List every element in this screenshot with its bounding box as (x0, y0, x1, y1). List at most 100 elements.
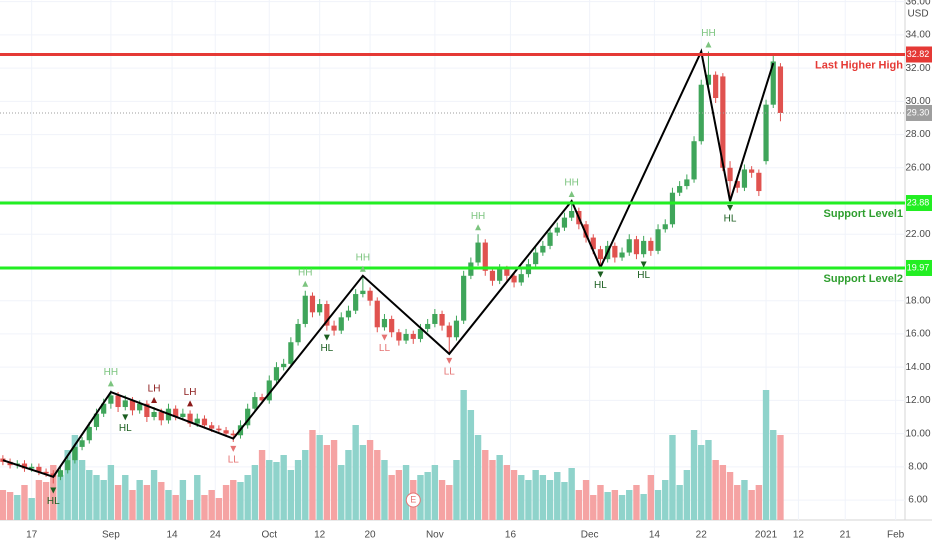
candle-body (144, 403, 150, 417)
candle-body (727, 167, 733, 182)
candle-body (353, 294, 359, 311)
volume-bar (496, 455, 503, 520)
candle-body (273, 367, 280, 381)
volume-bar (359, 445, 367, 520)
candle-body (86, 426, 92, 441)
candle-body (756, 172, 762, 192)
volume-bar (395, 470, 403, 520)
y-tick-label: 6.00 (908, 495, 928, 506)
candle-body (590, 237, 596, 250)
volume-bar (561, 482, 568, 520)
volume-bar (374, 450, 381, 520)
volume-bar (150, 470, 158, 520)
volume-bar (28, 498, 35, 520)
candle-body (482, 242, 488, 271)
level-badge (906, 259, 932, 276)
pivot-label: HH (356, 252, 370, 263)
candle-body (93, 413, 100, 427)
volume-bar (0, 490, 7, 520)
candle-body (540, 245, 546, 253)
volume-bar (194, 475, 201, 520)
pivot-label: HL (594, 280, 607, 291)
event-marker (405, 492, 421, 508)
level-badge (906, 195, 932, 212)
candle-body (561, 217, 568, 228)
pivot-marker (187, 400, 194, 407)
volume-bar (654, 490, 662, 520)
volume-bar (93, 475, 100, 520)
candle-body (583, 224, 589, 238)
candle-body (281, 363, 287, 368)
volume-bar (366, 440, 374, 520)
candle-body (518, 274, 524, 283)
candle-body (713, 74, 719, 99)
currency-label: USD (907, 9, 928, 20)
volume-bar (503, 465, 511, 520)
volume-bar (21, 485, 28, 520)
pivot-marker (568, 191, 575, 198)
candle-body (374, 300, 380, 328)
candle-body (230, 433, 236, 436)
candle-body (655, 229, 661, 251)
candle-body (446, 325, 452, 338)
pivot-label: HH (471, 211, 485, 222)
volume-bar (338, 465, 345, 520)
volume-bar (78, 460, 86, 520)
candle-body (504, 269, 510, 276)
volume-bar (215, 498, 223, 520)
y-tick-label: 34.00 (905, 30, 930, 41)
y-tick-label: 32.00 (905, 63, 930, 74)
volume-bar (381, 460, 388, 520)
y-tick-label: 10.00 (905, 428, 930, 439)
x-tick-label: Oct (261, 530, 277, 541)
level-badge-label: 19.97 (907, 262, 930, 272)
volume-bar (352, 425, 359, 520)
candle-body (619, 252, 625, 258)
y-tick-label: 16.00 (905, 329, 930, 340)
candle-body (180, 413, 186, 417)
y-tick-label: 22.00 (905, 229, 930, 240)
volume-bar (662, 480, 669, 520)
pivot-label: HL (320, 343, 333, 354)
candle-body (720, 76, 726, 168)
pivot-marker (705, 41, 712, 48)
candle-body (489, 270, 496, 281)
candle-body (777, 66, 784, 113)
x-tick-label: 22 (696, 530, 708, 541)
volume-bar (489, 460, 496, 520)
volume-bar (71, 435, 79, 520)
x-tick-label: 21 (840, 530, 852, 541)
volume-bar (114, 485, 122, 520)
volume-bar (770, 430, 777, 520)
candle-body (338, 317, 344, 331)
candle-body (345, 310, 352, 318)
candle-body (698, 84, 704, 142)
y-tick-label: 14.00 (905, 362, 930, 373)
candle-body (641, 240, 647, 255)
pivot-label: HH (104, 367, 118, 378)
volume-bar (453, 460, 460, 520)
pivot-marker (359, 265, 366, 272)
candle-body (381, 318, 388, 328)
volume-bar (597, 485, 604, 520)
volume-bar (402, 465, 410, 520)
candle-body (324, 304, 330, 326)
y-tick-label: 18.00 (905, 295, 930, 306)
level-name: Support Level1 (824, 208, 903, 220)
pivot-label: LL (228, 455, 240, 466)
candle-body (331, 325, 337, 331)
candle-body (367, 290, 373, 301)
candle-body (317, 304, 323, 313)
volume-bar (323, 445, 331, 520)
volume-bar (582, 480, 590, 520)
volume-bar (460, 390, 467, 520)
pivot-marker (640, 261, 647, 268)
volume-bar (518, 475, 525, 520)
volume-bar (107, 465, 115, 520)
volume-bar (388, 475, 395, 520)
candle-body (209, 425, 215, 429)
volume-bar (64, 450, 71, 520)
x-tick-label: 20 (365, 530, 377, 541)
candle-body (597, 249, 604, 260)
volume-bar (611, 490, 619, 520)
